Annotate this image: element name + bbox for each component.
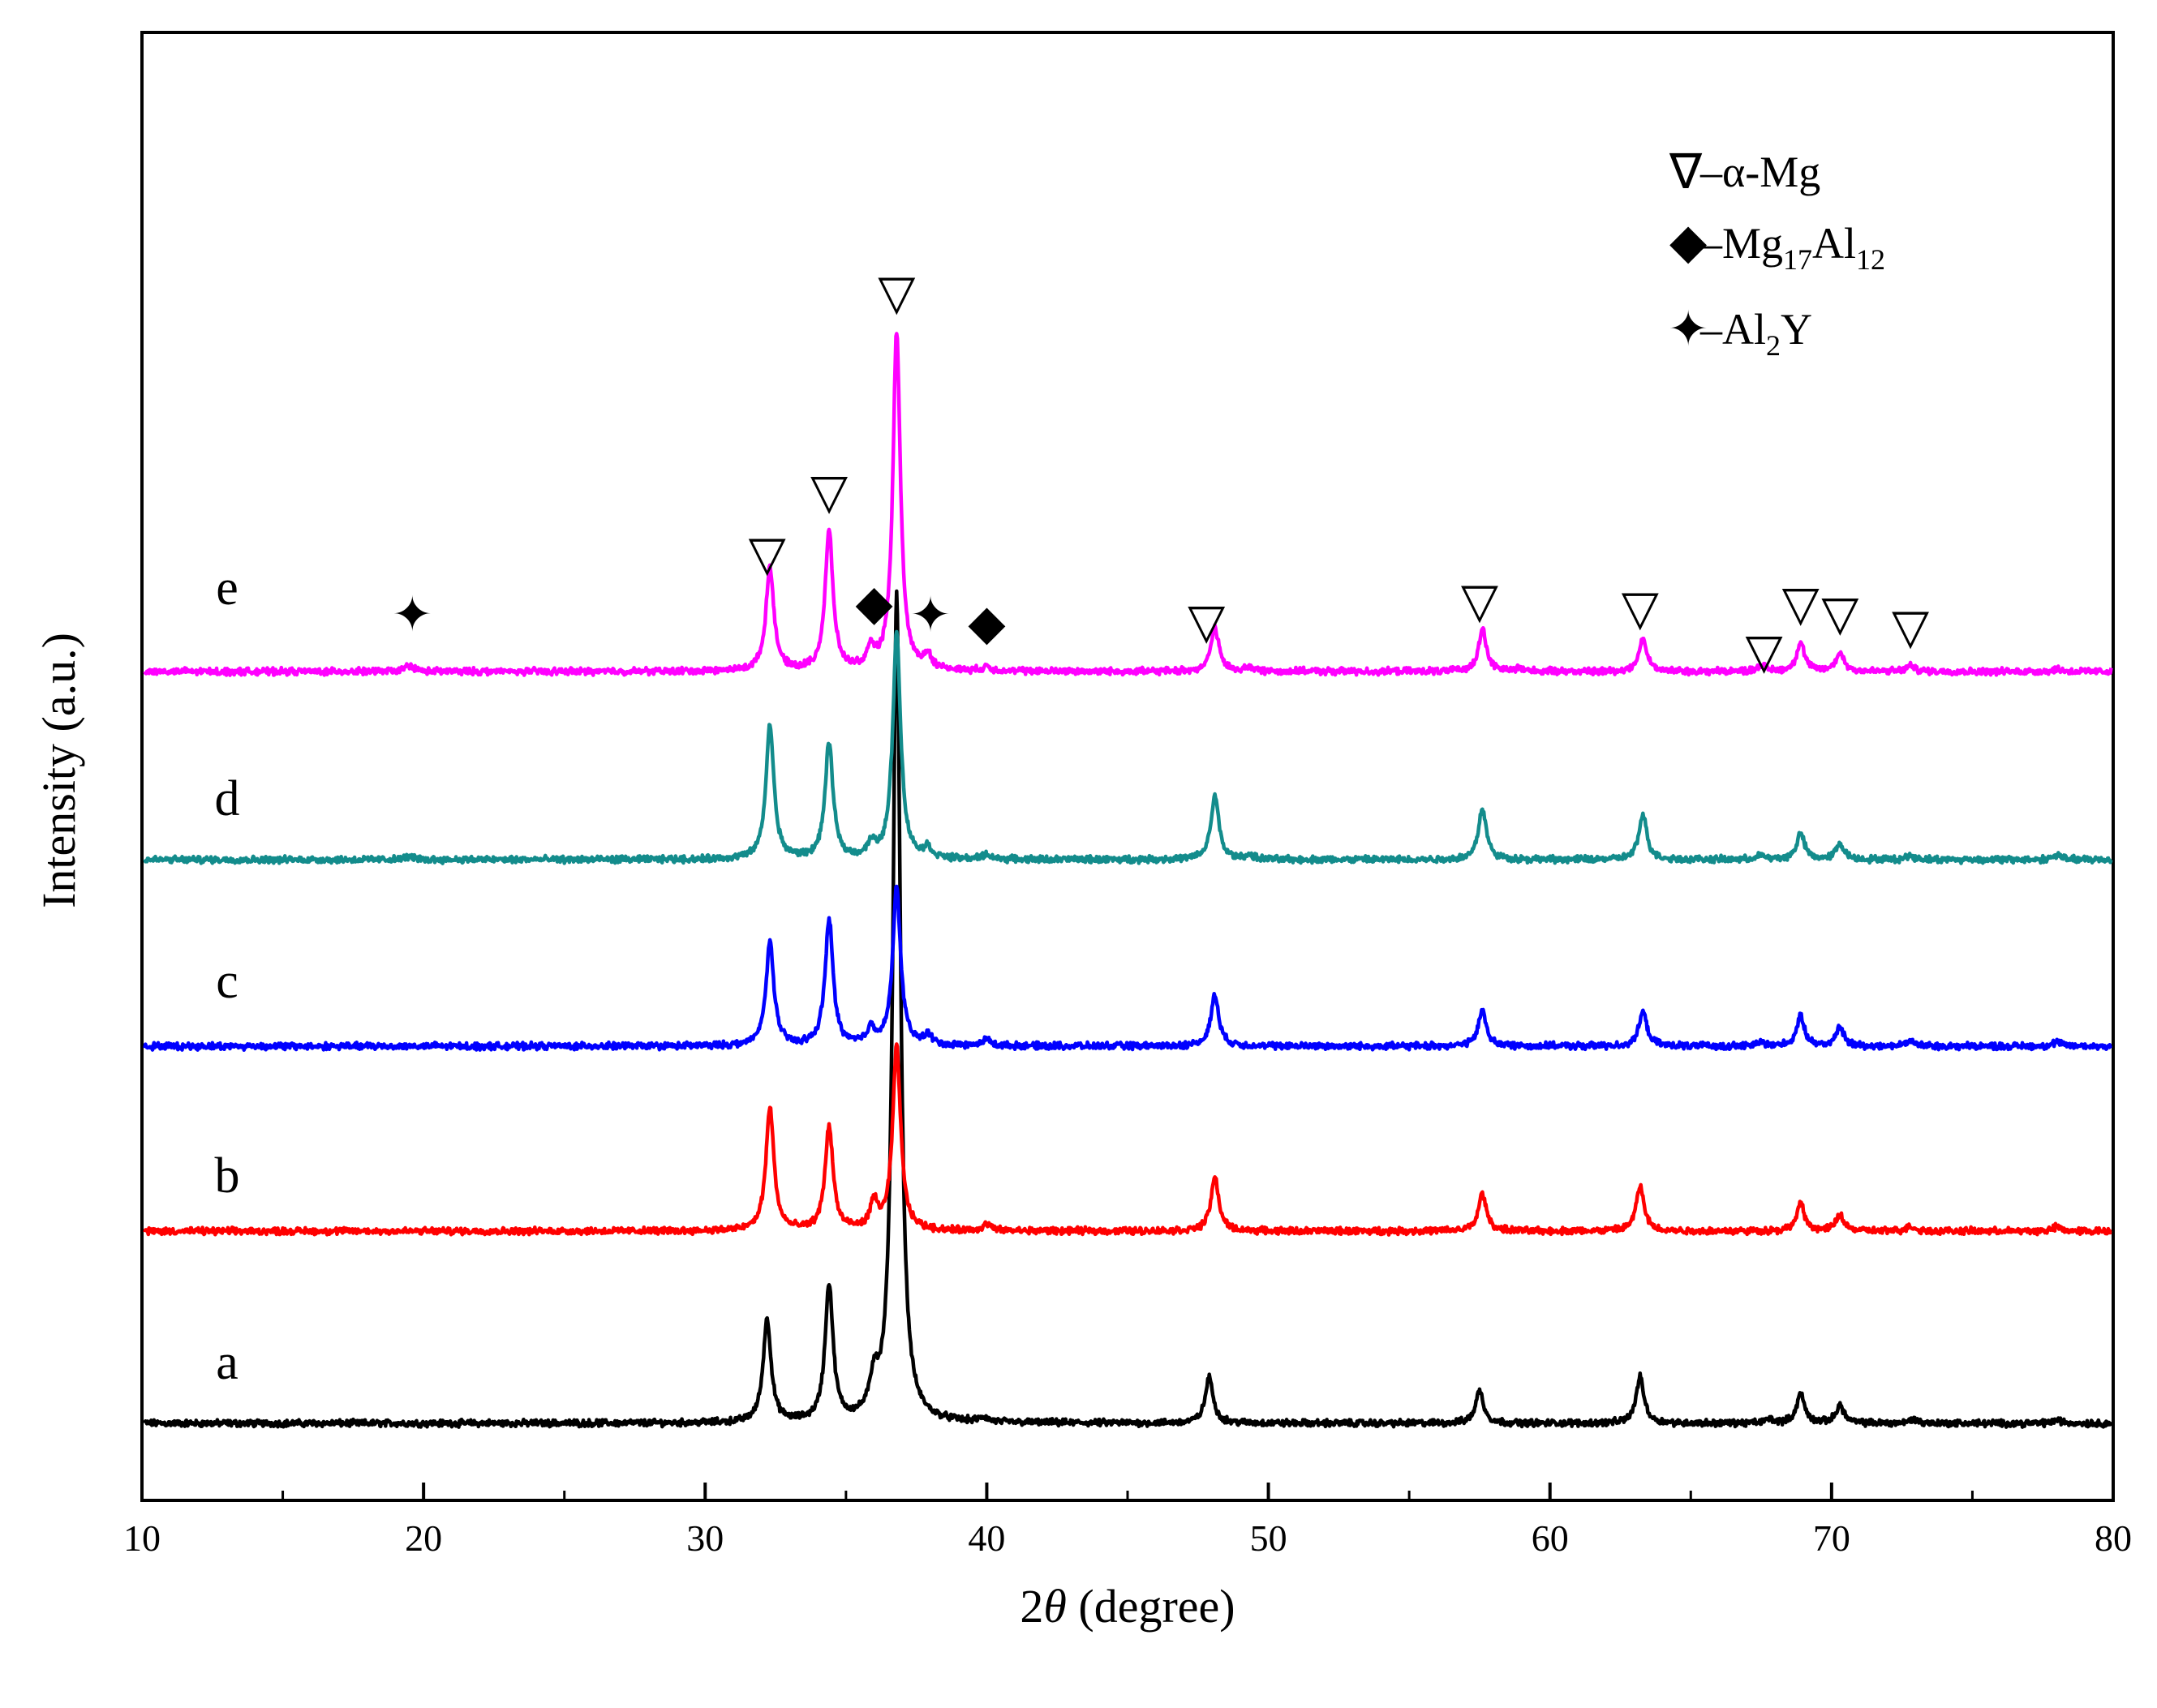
series-line-a (143, 589, 2113, 1429)
marker-9-triangle: ▽ (1892, 599, 1929, 655)
marker-2-triangle: ▽ (878, 264, 915, 321)
series-label-d: d (215, 771, 240, 826)
marker-5-triangle: ▽ (1622, 580, 1659, 637)
series-label-b: b (215, 1148, 240, 1204)
series-line-b (143, 1042, 2112, 1237)
x-tick-label-30: 30 (686, 1517, 724, 1559)
x-tick-label-20: 20 (405, 1517, 442, 1559)
y-axis-title: Intensity (a.u.) (32, 633, 85, 908)
legend-diamond-icon: ◆ (1669, 213, 1707, 270)
series-line-c (143, 884, 2113, 1052)
x-tick-label-70: 70 (1813, 1517, 1850, 1559)
x-axis-title: 2θ (degree) (1020, 1580, 1235, 1633)
legend-item-mg17al12: ◆ –Mg17Al12 (1669, 213, 1885, 276)
x-tick-label-10: 10 (123, 1517, 161, 1559)
marker-4-triangle: ▽ (1461, 573, 1498, 629)
series-line-e (143, 332, 2113, 677)
legend-item-alpha-mg: ∇ –α-Mg (1669, 144, 1820, 200)
marker-3-triangle: ▽ (1188, 594, 1225, 650)
legend-text-alpha-mg: –α-Mg (1699, 148, 1820, 196)
phase-markers: ▽▽▽▽ ▽ ▽▽▽ ▽ ▽◆ ◆✦ ✦ (392, 264, 1929, 680)
series-label-c: c (216, 954, 238, 1009)
legend: ∇ –α-Mg ◆ –Mg17Al12 ✦ –Al2Y (1668, 144, 1885, 362)
series-line-d (143, 629, 2113, 865)
marker-10-diamond: ◆ (855, 574, 892, 631)
marker-12-star: ✦ (392, 586, 432, 643)
legend-triangle-icon: ∇ (1669, 144, 1703, 200)
legend-item-al2y: ✦ –Al2Y (1668, 301, 1812, 362)
x-tick-label-50: 50 (1250, 1517, 1287, 1559)
x-tick-label-40: 40 (968, 1517, 1005, 1559)
x-tick-label-60: 60 (1532, 1517, 1569, 1559)
marker-1-triangle: ▽ (810, 464, 848, 521)
marker-0-triangle: ▽ (749, 526, 786, 582)
series-layer (143, 332, 2113, 1429)
legend-text-mg17al12: –Mg17Al12 (1699, 219, 1885, 276)
marker-11-diamond: ◆ (968, 594, 1005, 651)
marker-7-triangle: ▽ (1782, 575, 1820, 632)
marker-8-triangle: ▽ (1821, 585, 1858, 642)
x-tick-label-80: 80 (2095, 1517, 2132, 1559)
series-labels: a b c d e (215, 560, 240, 1390)
marker-13-star: ✦ (910, 586, 951, 643)
x-axis-ticks: 10 20 30 40 50 60 70 80 (123, 1483, 2132, 1559)
legend-text-al2y: –Al2Y (1699, 305, 1812, 362)
legend-star-icon: ✦ (1668, 301, 1708, 358)
series-label-e: e (216, 560, 238, 616)
marker-6-triangle: ▽ (1745, 623, 1782, 680)
series-label-a: a (216, 1335, 238, 1390)
